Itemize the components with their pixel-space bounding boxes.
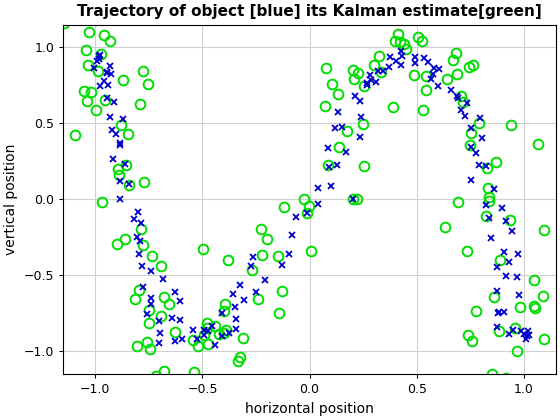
Y-axis label: vertical position: vertical position [4,144,18,255]
Title: Trajectory of object [blue] its Kalman estimate[green]: Trajectory of object [blue] its Kalman e… [77,4,542,19]
X-axis label: horizontal position: horizontal position [245,402,374,416]
